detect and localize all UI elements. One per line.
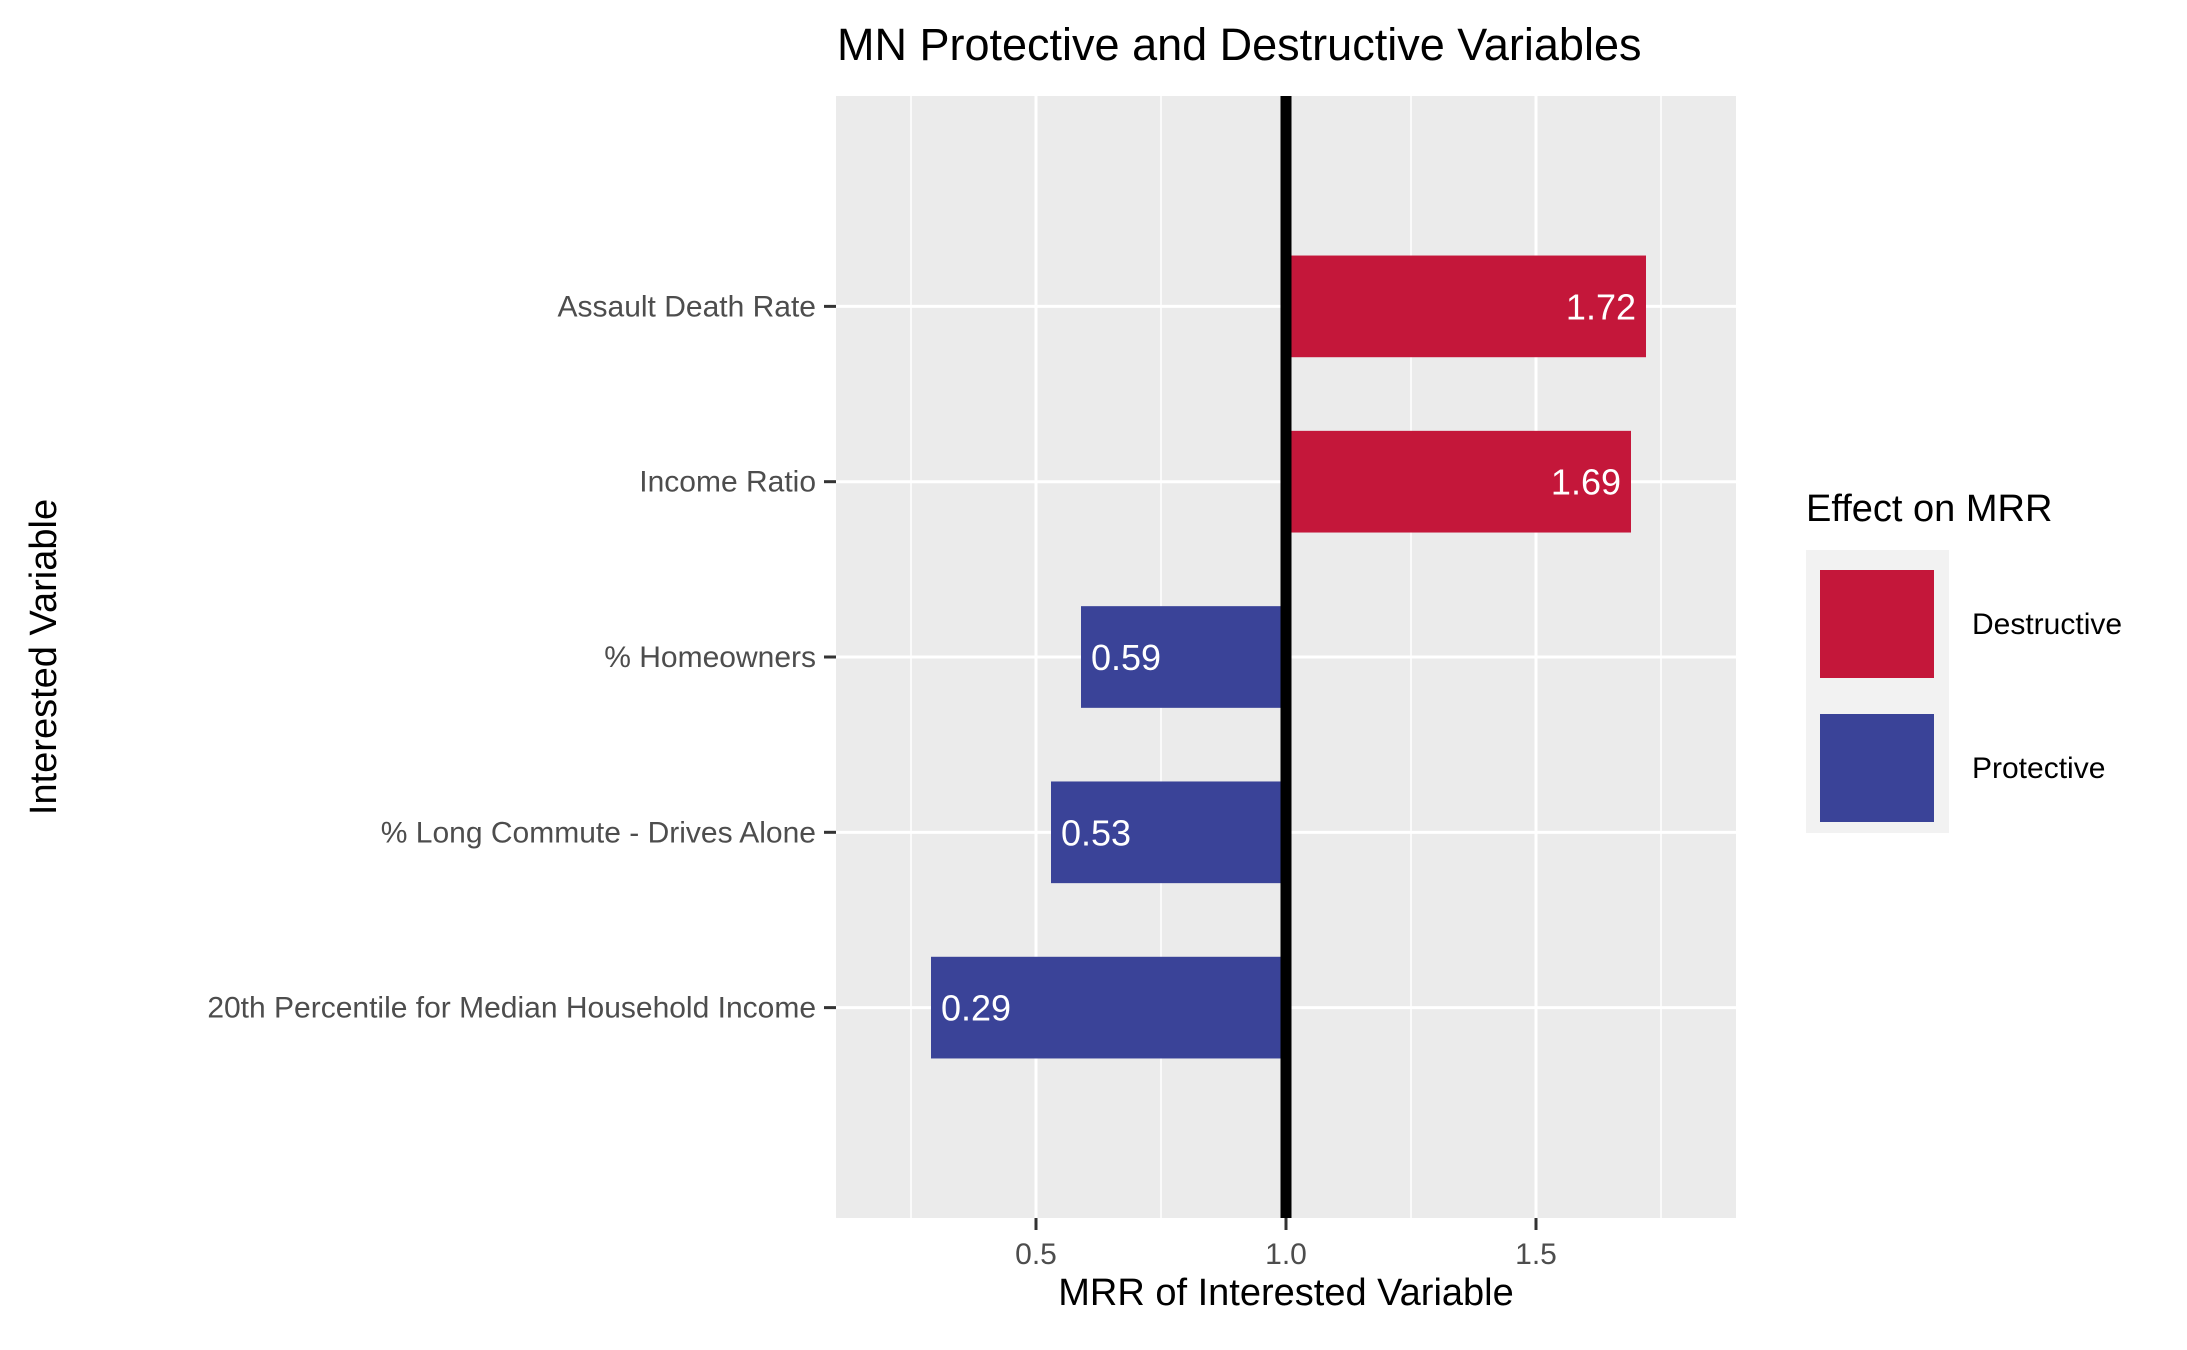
x-tick-label: 1.0 [1265,1238,1307,1271]
y-tick-label: 20th Percentile for Median Household Inc… [207,992,816,1025]
chart-title: MN Protective and Destructive Variables [837,19,1642,70]
x-axis-title: MRR of Interested Variable [1058,1272,1514,1314]
legend-label: Protective [1972,752,2105,785]
bar [1286,255,1646,358]
y-tick-label: % Long Commute - Drives Alone [381,816,816,849]
y-tick-label: Income Ratio [639,466,816,499]
legend-key [1820,570,1934,678]
legend-title: Effect on MRR [1806,488,2052,530]
bar [1081,606,1286,708]
bar [931,956,1286,1059]
bar [1051,781,1286,884]
y-tick-label: Assault Death Rate [558,290,816,323]
legend-items: Destructive Protective [1820,570,2122,822]
x-tick-labels: 0.5 1.0 1.5 [1015,1218,1557,1271]
x-tick-label: 1.5 [1515,1238,1557,1271]
legend: Effect on MRR Destructive Protective [1806,488,2122,833]
bar-value-label: 0.59 [1091,637,1161,678]
bars: 1.72 1.69 0.59 0.53 0.29 [931,255,1646,1059]
y-axis-title: Interested Variable [23,499,65,815]
bar-value-label: 0.29 [941,988,1011,1029]
x-tick-label: 0.5 [1015,1238,1057,1271]
legend-key [1820,714,1934,822]
bar [1286,430,1631,533]
y-tick-label: % Homeowners [604,641,816,674]
bar-value-label: 1.69 [1551,462,1621,503]
y-tick-labels: Assault Death Rate Income Ratio % Homeowne… [207,290,836,1025]
bar-value-label: 0.53 [1061,812,1131,853]
legend-label: Destructive [1972,608,2122,641]
bar-value-label: 1.72 [1566,286,1636,327]
